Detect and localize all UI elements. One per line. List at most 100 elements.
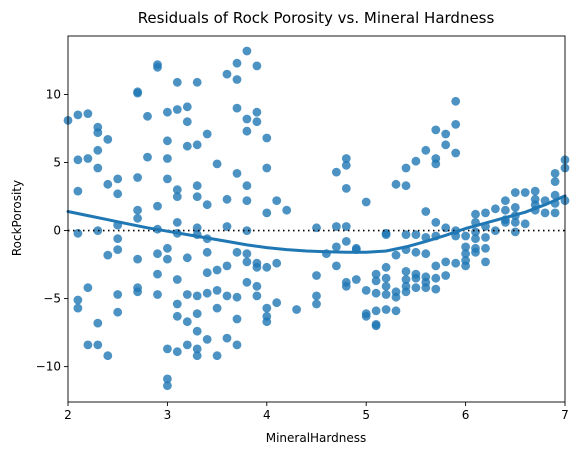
x-tick-label: 4	[263, 408, 271, 422]
data-point	[401, 267, 411, 276]
data-point	[510, 188, 520, 197]
data-point	[133, 287, 143, 297]
data-point	[461, 242, 470, 252]
data-point	[252, 291, 262, 301]
data-point	[371, 306, 381, 316]
data-point	[192, 77, 202, 87]
data-point	[103, 179, 113, 189]
x-tick-label: 5	[362, 408, 370, 422]
data-point	[163, 136, 172, 146]
data-point	[242, 46, 252, 56]
data-point	[371, 288, 381, 298]
x-tick-label: 6	[462, 408, 470, 422]
data-point	[481, 233, 490, 242]
data-point	[421, 249, 431, 259]
data-point	[242, 196, 252, 206]
data-point	[172, 77, 182, 87]
data-point	[93, 145, 103, 155]
data-point	[411, 273, 421, 283]
data-point	[153, 290, 162, 299]
data-point	[232, 103, 242, 113]
data-point	[153, 269, 162, 279]
data-point	[202, 288, 212, 298]
data-point	[401, 230, 411, 240]
data-point	[501, 218, 510, 227]
data-point	[341, 160, 351, 170]
data-point	[272, 298, 282, 308]
data-point	[550, 190, 560, 200]
data-point	[222, 333, 232, 343]
data-point	[172, 185, 182, 195]
axis-ticks: 2 3 4 5 6 7 −10 −5 0 5 10	[36, 88, 569, 422]
data-point	[272, 258, 282, 268]
data-point	[182, 340, 192, 350]
data-point	[381, 281, 391, 291]
data-point	[481, 208, 490, 218]
data-point	[163, 374, 172, 384]
data-point	[540, 208, 550, 218]
data-point	[361, 311, 371, 321]
data-point	[242, 226, 252, 236]
data-point	[163, 107, 172, 117]
data-point	[381, 305, 391, 314]
data-point	[510, 203, 520, 212]
data-point	[262, 262, 272, 272]
data-point	[431, 261, 441, 271]
data-point	[391, 292, 401, 302]
data-point	[312, 299, 321, 309]
data-point	[73, 155, 83, 165]
data-point	[421, 207, 431, 216]
data-point	[202, 247, 212, 257]
data-point	[212, 159, 222, 169]
data-point	[451, 96, 461, 106]
data-point	[242, 277, 252, 287]
data-point	[312, 271, 321, 280]
data-point	[192, 326, 202, 336]
data-point	[461, 231, 470, 241]
data-point	[232, 314, 242, 324]
data-point	[262, 163, 272, 173]
data-point	[113, 307, 123, 317]
data-point	[341, 222, 351, 231]
data-point	[172, 275, 182, 284]
data-point	[242, 257, 252, 267]
data-point	[371, 269, 381, 279]
data-point	[172, 311, 182, 321]
data-point	[501, 205, 510, 215]
data-point	[471, 247, 480, 257]
data-point	[73, 295, 83, 305]
data-point	[471, 234, 480, 244]
data-point	[202, 129, 212, 139]
data-point	[83, 154, 93, 163]
data-point	[461, 249, 470, 259]
data-point	[332, 222, 341, 231]
data-point	[172, 218, 182, 227]
data-point	[192, 192, 202, 202]
data-point	[361, 197, 371, 207]
y-axis-label: RockPorosity	[10, 180, 24, 256]
data-point	[232, 58, 242, 68]
chart-title: Residuals of Rock Porosity vs. Mineral H…	[138, 9, 495, 27]
data-point	[550, 169, 560, 178]
data-point	[143, 152, 152, 162]
data-point	[252, 262, 262, 272]
data-point	[73, 303, 83, 313]
data-point	[133, 205, 143, 215]
data-point	[391, 179, 401, 189]
data-point	[103, 135, 113, 144]
data-point	[242, 249, 252, 259]
data-point	[153, 62, 162, 72]
data-point	[252, 117, 262, 127]
data-point	[401, 275, 411, 284]
data-point	[262, 208, 272, 218]
data-point	[252, 107, 262, 117]
data-point	[272, 196, 282, 206]
data-point	[93, 318, 103, 328]
data-point	[222, 69, 232, 79]
data-point	[282, 205, 292, 215]
data-point	[153, 249, 162, 259]
data-point	[172, 299, 182, 309]
data-point	[312, 291, 321, 301]
data-point	[192, 344, 202, 354]
data-point	[411, 230, 421, 240]
